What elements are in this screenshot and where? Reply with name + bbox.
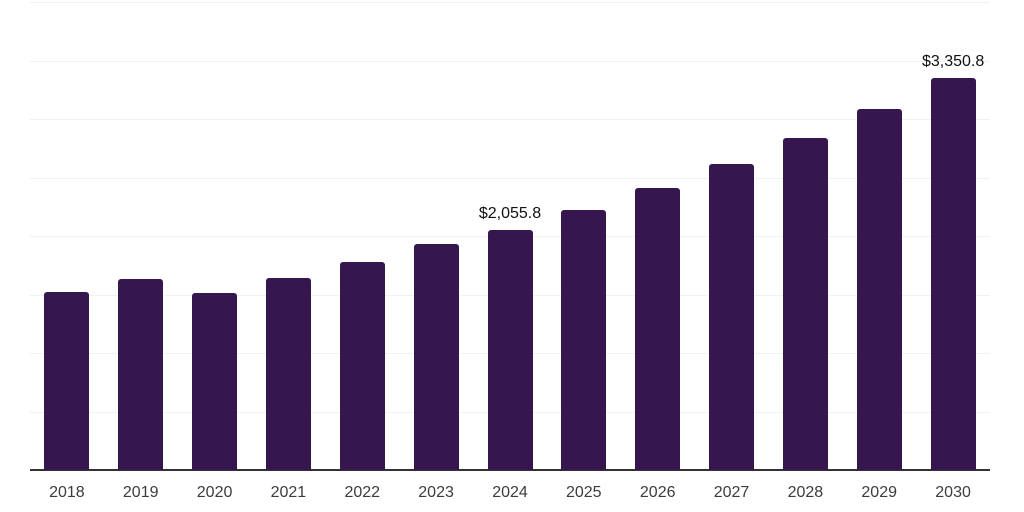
value-label-2030: $3,350.8 [921, 53, 985, 70]
x-tick-label-2030: 2030 [935, 484, 971, 501]
x-tick-label-2024: 2024 [492, 484, 528, 501]
gridline [30, 119, 990, 120]
bar-2021 [266, 278, 311, 470]
gridline [30, 178, 990, 179]
x-tick-label-2029: 2029 [861, 484, 897, 501]
x-tick-label-2027: 2027 [713, 484, 750, 501]
gridline [30, 61, 990, 62]
bar-2019 [118, 279, 164, 470]
x-axis-line [30, 469, 990, 471]
x-tick-label-2026: 2026 [639, 484, 676, 501]
bar-2030 [930, 78, 976, 470]
bar-2020 [192, 293, 238, 470]
x-tick-label-2021: 2021 [270, 484, 307, 501]
x-tick-label-2018: 2018 [49, 484, 85, 501]
bar-2023 [413, 244, 459, 470]
bar-2029 [856, 108, 902, 470]
value-label-2024: $2,055.8 [478, 204, 542, 222]
x-tick-label-2019: 2019 [122, 484, 159, 501]
bar-2018 [44, 292, 90, 470]
bar-2022 [339, 262, 385, 470]
bar-2027 [709, 163, 754, 470]
x-tick-label-2025: 2025 [565, 484, 602, 501]
x-tick-label-2023: 2023 [418, 484, 454, 501]
bar-2028 [782, 137, 828, 470]
gridline [30, 2, 990, 3]
x-tick-label-2020: 2020 [196, 484, 233, 501]
x-tick-label-2028: 2028 [787, 484, 824, 501]
bar-2026 [635, 187, 681, 470]
bar-2025 [561, 209, 607, 470]
bar-2024 [487, 229, 533, 470]
x-tick-label-2022: 2022 [344, 484, 381, 501]
